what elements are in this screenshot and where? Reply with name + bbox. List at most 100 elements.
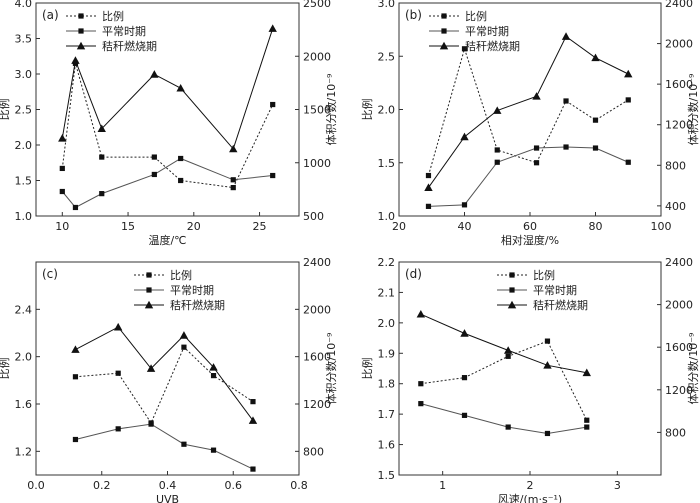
legend-entry: 秸秆燃烧期	[170, 298, 225, 312]
y-tick-label: 4.0	[15, 0, 33, 10]
data-point	[584, 417, 590, 423]
data-point	[505, 353, 511, 359]
y2-tick-label: 1600	[665, 78, 693, 91]
legend-marker	[509, 287, 515, 293]
y2-axis-title: 体积分数/10⁻⁹	[686, 333, 700, 405]
y-tick-label: 1.5	[378, 469, 396, 482]
y2-tick-label: 2000	[665, 38, 693, 51]
legend-marker	[146, 287, 152, 293]
legend-entry: 平常时期	[102, 25, 146, 38]
data-point	[416, 309, 426, 318]
series-line-0	[420, 340, 588, 421]
y2-tick-label: 800	[665, 426, 686, 439]
legend-marker	[144, 300, 154, 309]
data-point	[209, 363, 218, 371]
legend-marker	[507, 300, 517, 309]
data-point	[591, 53, 600, 62]
data-point	[543, 361, 552, 369]
data-point	[151, 171, 157, 178]
data-point	[270, 172, 276, 179]
x-tick-label: 60	[523, 220, 537, 233]
series-line-0	[75, 346, 254, 424]
legend-marker	[441, 13, 447, 19]
x-tick-label: 3	[614, 479, 621, 492]
x-tick-label: 20	[187, 220, 201, 233]
data-point	[99, 154, 105, 160]
y-tick-label: 2.0	[378, 104, 396, 117]
y-tick-label: 1.6	[378, 439, 396, 452]
data-point	[563, 144, 569, 150]
data-point	[503, 346, 513, 354]
data-point	[151, 154, 157, 160]
plot-frame	[398, 261, 662, 476]
data-point	[494, 147, 500, 153]
data-point	[461, 412, 468, 418]
y2-tick-label: 2400	[303, 256, 331, 269]
y-tick-label: 2.0	[15, 351, 33, 364]
legend-marker	[146, 272, 152, 278]
data-point	[181, 344, 187, 350]
x-tick-label: 15	[121, 220, 135, 233]
y2-tick-label: 1200	[665, 384, 693, 397]
y-tick-label: 2.4	[15, 303, 33, 316]
y2-tick-label: 1200	[665, 119, 693, 132]
x-tick-label: 100	[651, 220, 672, 233]
y2-tick-label: 400	[665, 200, 686, 213]
data-point	[533, 145, 540, 151]
y-axis-title: 比例	[0, 358, 11, 380]
x-tick-label: 20	[392, 220, 406, 233]
x-tick-label: 0.4	[159, 479, 177, 492]
y-tick-label: 2.2	[378, 256, 396, 269]
series-line-2	[61, 28, 274, 150]
legend-entry: 平常时期	[170, 284, 214, 297]
data-point	[592, 117, 599, 123]
y2-tick-label: 1000	[303, 157, 331, 170]
panel-label: (d)	[405, 267, 422, 281]
chart-panel-2: 0.0 0.2 0.4 0.6 0.8 1.2 1.6 2.0 2.4 800 1200 1600 20…	[0, 256, 338, 503]
x-tick-label: 0.2	[93, 479, 111, 492]
y2-axis-title: 体积分数/10⁻⁹	[324, 74, 338, 146]
data-point	[533, 160, 540, 166]
data-point	[425, 203, 432, 209]
data-point	[178, 177, 184, 184]
data-point	[624, 69, 633, 78]
data-point	[72, 436, 79, 443]
x-tick-label: 2	[527, 479, 534, 492]
data-point	[532, 92, 541, 100]
legend-entry: 比例	[465, 9, 487, 23]
data-point	[148, 421, 154, 427]
data-point	[625, 97, 631, 103]
data-point	[461, 202, 468, 208]
y-tick-label: 1.6	[15, 398, 33, 411]
y-tick-label: 3.0	[378, 0, 396, 10]
y2-tick-label: 2000	[303, 50, 331, 63]
series-line-0	[427, 47, 629, 176]
x-axis-title: UVB	[156, 493, 179, 503]
x-tick-label: 0.8	[290, 479, 308, 492]
data-point	[71, 56, 80, 64]
panel-label: (b)	[405, 8, 422, 22]
series-line-1	[428, 146, 629, 207]
chart-panel-3: 1 2 3 1.5 1.6 1.7 1.8 1.9 2.0 2.1 2.2 800 1200 1600 20…	[360, 256, 700, 503]
data-point	[146, 364, 156, 372]
data-point	[59, 165, 65, 172]
y-tick-label: 2.5	[378, 50, 396, 63]
legend-marker	[78, 28, 84, 34]
legend-entry: 秸秆燃烧期	[102, 39, 157, 53]
data-point	[179, 331, 189, 339]
series-line-2	[75, 326, 254, 421]
data-point	[544, 338, 551, 344]
data-point	[181, 441, 187, 447]
data-point	[230, 185, 236, 191]
panel-label: (c)	[42, 267, 58, 281]
y-tick-label: 1.5	[15, 175, 33, 188]
x-axis-title: 相对湿度/%	[501, 233, 559, 247]
data-point	[461, 375, 468, 381]
plot-frame	[398, 2, 662, 217]
data-point	[425, 172, 432, 179]
y-tick-label: 2.0	[15, 139, 33, 152]
data-point	[494, 159, 500, 165]
legend-entry: 比例	[533, 268, 555, 282]
data-point	[115, 426, 121, 432]
